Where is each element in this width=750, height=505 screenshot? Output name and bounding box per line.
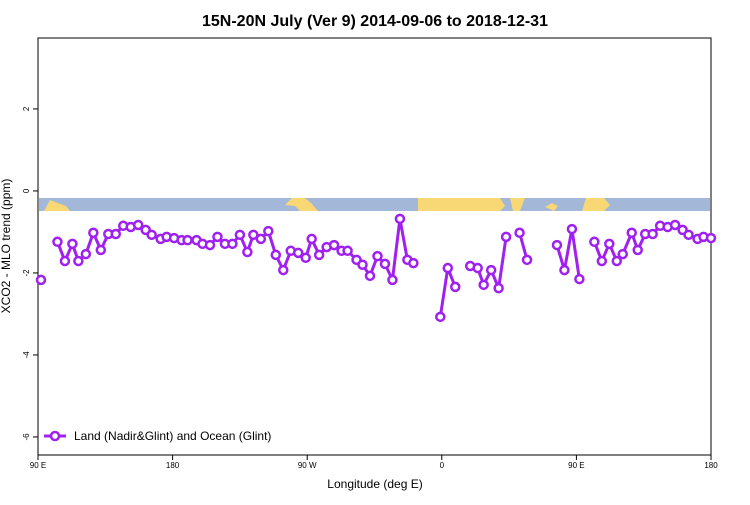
data-point bbox=[596, 255, 608, 267]
data-point bbox=[408, 257, 419, 269]
x-tick-label: 180 bbox=[166, 461, 180, 470]
data-point bbox=[182, 234, 193, 246]
data-point bbox=[292, 247, 304, 259]
data-point bbox=[387, 274, 398, 286]
data-point bbox=[67, 238, 78, 250]
data-point bbox=[227, 238, 238, 250]
data-point bbox=[551, 239, 563, 251]
data-point bbox=[683, 229, 694, 241]
data-point bbox=[566, 223, 578, 235]
data-point bbox=[328, 239, 340, 251]
x-tick-label: 90 E bbox=[568, 461, 584, 470]
data-point bbox=[379, 258, 391, 270]
x-tick-label: 90 W bbox=[298, 461, 317, 470]
data-point bbox=[632, 244, 643, 256]
series-line bbox=[555, 228, 581, 280]
data-point bbox=[146, 229, 157, 241]
data-point bbox=[342, 245, 353, 257]
data-point bbox=[242, 246, 253, 258]
data-point bbox=[306, 233, 317, 245]
y-tick-label: -6 bbox=[22, 433, 31, 441]
land-patch bbox=[44, 200, 70, 211]
y-axis-label: XCO2 - MLO trend (ppm) bbox=[0, 179, 13, 314]
land-patch bbox=[510, 198, 525, 211]
data-point bbox=[559, 264, 570, 276]
data-point bbox=[604, 238, 615, 250]
data-point bbox=[255, 233, 267, 245]
legend-label: Land (Nadir&Glint) and Ocean (Glint) bbox=[74, 429, 271, 443]
data-point bbox=[88, 227, 99, 239]
chart-title: 15N-20N July (Ver 9) 2014-09-06 to 2018-… bbox=[202, 13, 548, 30]
data-point bbox=[234, 229, 246, 241]
data-point bbox=[626, 227, 637, 239]
y-tick-label: -2 bbox=[22, 269, 31, 277]
land-patch bbox=[418, 198, 505, 211]
data-point bbox=[110, 228, 122, 240]
x-tick-label: 90 E bbox=[30, 461, 46, 470]
x-axis-label: Longitude (deg E) bbox=[327, 477, 422, 491]
data-point bbox=[450, 281, 461, 293]
y-tick-label: 2 bbox=[22, 106, 31, 111]
data-point bbox=[300, 252, 311, 264]
data-point bbox=[204, 239, 216, 251]
data-point bbox=[278, 264, 289, 276]
data-point bbox=[647, 228, 658, 240]
data-point bbox=[212, 231, 223, 243]
land-patch bbox=[285, 198, 318, 211]
x-tick-label: 0 bbox=[440, 461, 445, 470]
data-point bbox=[372, 250, 383, 262]
data-point bbox=[270, 249, 282, 261]
land-patch bbox=[582, 198, 610, 211]
legend-marker bbox=[49, 430, 61, 442]
y-tick-label: -4 bbox=[22, 351, 31, 359]
data-point bbox=[35, 274, 47, 286]
data-point bbox=[705, 232, 717, 244]
data-point bbox=[313, 249, 325, 261]
data-point bbox=[617, 248, 629, 260]
data-point bbox=[357, 259, 368, 270]
data-point bbox=[394, 213, 406, 225]
data-point bbox=[669, 219, 681, 231]
data-point bbox=[442, 262, 454, 274]
data-point bbox=[80, 248, 92, 260]
data-point bbox=[493, 282, 504, 294]
land-patch bbox=[545, 203, 558, 211]
plot-frame bbox=[37, 37, 712, 456]
data-point bbox=[589, 236, 600, 248]
data-point bbox=[248, 229, 259, 241]
data-point bbox=[95, 244, 107, 256]
data-point bbox=[364, 270, 376, 282]
data-point bbox=[59, 255, 71, 267]
y-tick-label: 0 bbox=[22, 188, 31, 193]
data-point bbox=[500, 231, 512, 243]
land-ocean-strip bbox=[39, 198, 710, 211]
data-point bbox=[485, 264, 497, 276]
data-point bbox=[478, 279, 489, 291]
data-point bbox=[472, 262, 483, 274]
data-point bbox=[52, 236, 63, 248]
data-point bbox=[263, 225, 274, 237]
data-point bbox=[435, 311, 446, 323]
data-point bbox=[574, 273, 585, 285]
data-point bbox=[132, 219, 144, 231]
data-point bbox=[73, 255, 84, 267]
data-point bbox=[521, 254, 533, 266]
ocean-band bbox=[39, 198, 710, 211]
data-point bbox=[611, 255, 623, 267]
x-tick-label: 180 bbox=[704, 461, 718, 470]
data-point bbox=[514, 227, 525, 239]
